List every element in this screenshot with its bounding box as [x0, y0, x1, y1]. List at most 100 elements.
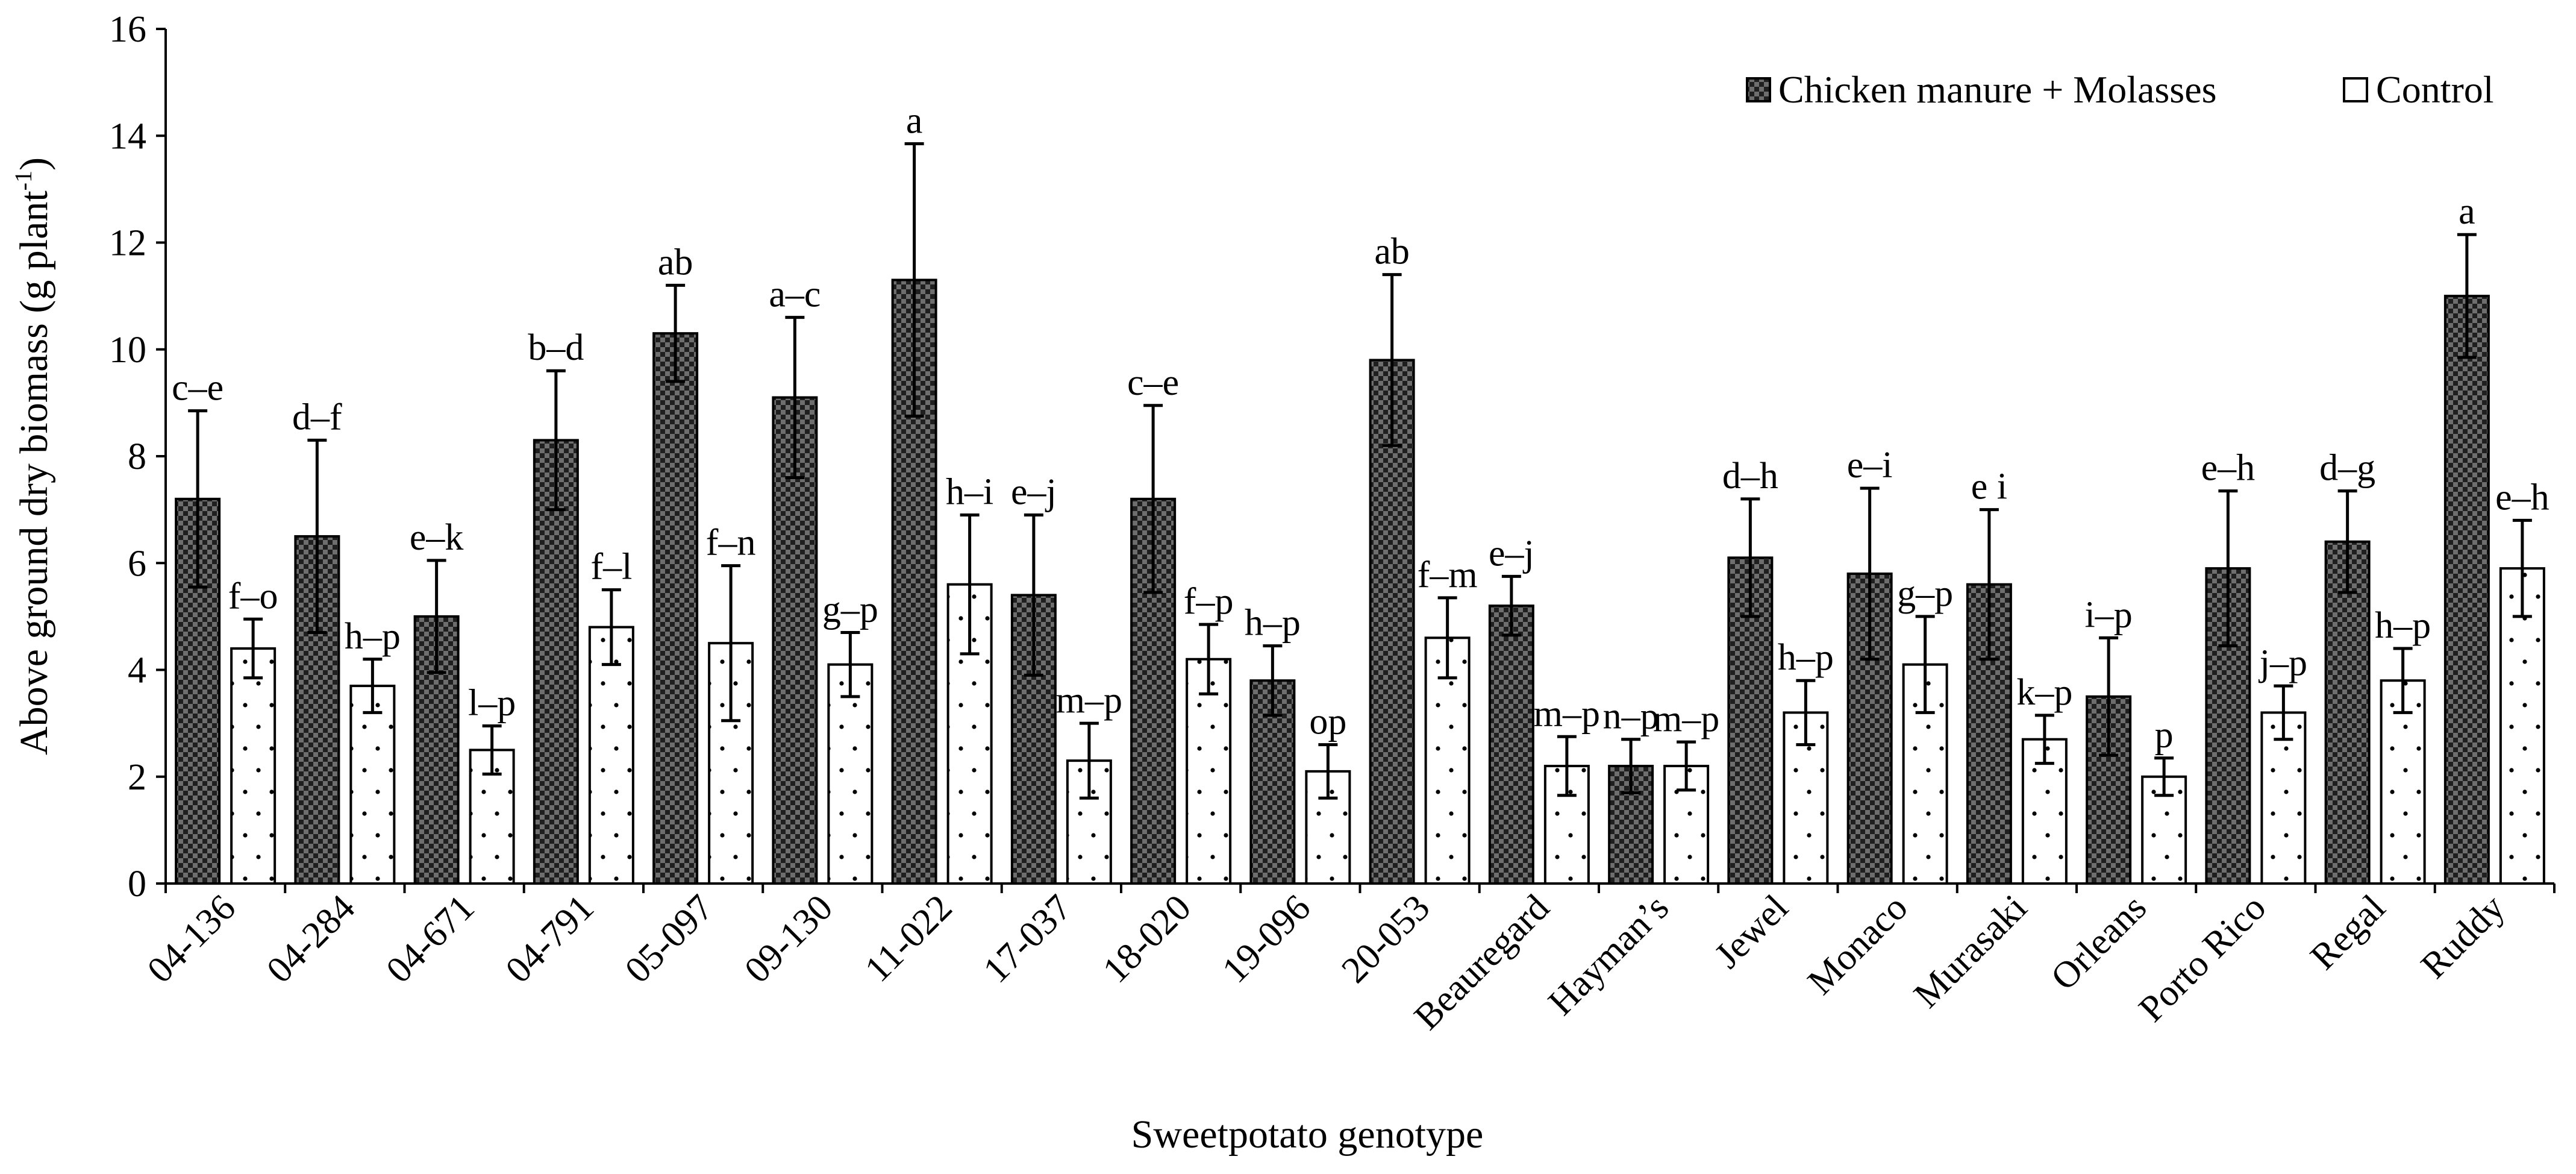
significance-label: d–f: [292, 397, 342, 438]
significance-label: d–g: [2319, 448, 2375, 489]
error-bar-treatment-10: [1382, 273, 1402, 447]
error-bar-control-3: [601, 588, 621, 667]
significance-label: f–n: [706, 523, 756, 563]
error-bar-control-19: [2512, 518, 2532, 618]
y-tick-label: 12: [109, 223, 146, 264]
y-tick-label: 14: [109, 116, 146, 157]
y-tick-label: 4: [128, 650, 146, 691]
error-bar-control-6: [960, 513, 980, 656]
x-category-label: Murasaki: [1906, 887, 2035, 1016]
error-bar-treatment-11: [1501, 574, 1521, 637]
legend-label-treatment: Chicken manure + Molasses: [1778, 68, 2217, 111]
significance-label: h–p: [1245, 603, 1301, 644]
error-bar-treatment-14: [1860, 486, 1880, 661]
error-bar-control-11: [1557, 735, 1577, 797]
significance-label: f–l: [590, 547, 632, 588]
error-bar-control-9: [1318, 743, 1338, 800]
significance-label: n–p: [1603, 696, 1659, 737]
significance-label: f–p: [1184, 581, 1234, 622]
error-bar-control-0: [243, 617, 263, 680]
error-bar-treatment-13: [1740, 497, 1760, 618]
x-category-label: Orleans: [2043, 887, 2154, 998]
bar-treatment-19: [2443, 295, 2490, 885]
significance-label: g–p: [1897, 573, 1953, 614]
x-category-label: Monaco: [1800, 887, 1916, 1003]
error-bar-control-15: [2034, 714, 2054, 765]
x-category-label: 05-097: [617, 887, 721, 991]
error-bar-control-2: [482, 724, 502, 776]
bar-control-0: [230, 647, 277, 885]
x-category-label: 11-022: [857, 887, 960, 990]
y-tick-label: 0: [128, 864, 146, 905]
significance-label: m–p: [1056, 680, 1122, 721]
significance-label: p: [2155, 715, 2174, 756]
error-bar-treatment-16: [2099, 636, 2119, 757]
significance-label: a: [2459, 191, 2475, 232]
significance-label: ab: [1374, 231, 1410, 272]
significance-label: h–p: [1778, 637, 1834, 678]
error-bar-treatment-12: [1621, 738, 1641, 794]
x-category-label: 04-284: [259, 887, 363, 991]
significance-label: e–j: [1011, 471, 1057, 512]
bar-control-5: [827, 663, 874, 885]
error-bar-treatment-9: [1263, 644, 1283, 717]
significance-label: e i: [1971, 466, 2007, 507]
significance-label: b–d: [528, 327, 584, 368]
x-category-label: 18-020: [1095, 887, 1199, 991]
bar-treatment-18: [2324, 540, 2371, 885]
y-axis-title: Above ground dry biomass (g plant-1): [10, 157, 56, 755]
error-bar-control-16: [2154, 756, 2174, 797]
error-bar-control-8: [1199, 623, 1219, 695]
error-bar-treatment-0: [188, 409, 208, 589]
error-bar-treatment-4: [666, 283, 686, 383]
significance-label: j–p: [2259, 642, 2307, 683]
bar-treatment-4: [652, 332, 699, 885]
error-bar-control-14: [1915, 615, 1935, 714]
y-tick-label: 6: [128, 543, 146, 584]
significance-label: m–p: [1534, 693, 1600, 734]
significance-label: a–c: [769, 274, 821, 315]
bar-control-15: [2021, 738, 2068, 885]
significance-label: e–h: [2201, 448, 2256, 489]
error-bar-control-1: [363, 658, 383, 714]
error-bar-control-13: [1796, 679, 1816, 747]
significance-label: h–i: [946, 471, 993, 512]
error-bar-control-12: [1677, 740, 1696, 792]
bar-control-19: [2499, 567, 2545, 885]
significance-label: op: [1309, 702, 1346, 742]
error-bar-treatment-2: [427, 559, 446, 674]
error-bar-treatment-3: [546, 369, 566, 512]
x-category-label: Porto Rico: [2131, 887, 2274, 1030]
error-bar-control-17: [2274, 684, 2293, 741]
significance-label: e–j: [1489, 533, 1534, 574]
x-category-label: 17-037: [975, 887, 1079, 991]
error-bar-control-7: [1079, 721, 1099, 800]
significance-label: f–m: [1418, 554, 1478, 595]
significance-label: e–k: [410, 517, 464, 558]
bar-control-13: [1783, 711, 1829, 885]
x-category-label: Regal: [2302, 887, 2393, 978]
error-bar-treatment-18: [2337, 489, 2357, 594]
legend: Chicken manure + Molasses Control: [1746, 68, 2494, 111]
significance-label: e–h: [2495, 477, 2549, 518]
error-bar-treatment-7: [1024, 513, 1043, 677]
significance-label: g–p: [822, 589, 878, 630]
significance-label: h–p: [345, 616, 401, 657]
error-bar-control-4: [721, 564, 741, 723]
x-category-label: 20-053: [1334, 887, 1437, 991]
error-bar-control-18: [2393, 647, 2413, 714]
error-bar-treatment-17: [2218, 489, 2238, 648]
bar-treatment-10: [1369, 359, 1415, 885]
x-category-label: 09-130: [737, 887, 840, 991]
significance-label: c–e: [1127, 362, 1179, 403]
significance-label: l–p: [468, 683, 516, 724]
y-tick-label: 2: [128, 757, 146, 798]
bar-treatment-11: [1488, 604, 1534, 885]
y-tick-label: 10: [109, 330, 146, 371]
x-category-label: Jewel: [1707, 887, 1796, 976]
significance-label: m–p: [1653, 698, 1719, 739]
x-category-label: Hayman’s: [1540, 887, 1677, 1023]
error-bar-control-5: [840, 630, 860, 698]
significance-label: h–p: [2375, 605, 2431, 646]
bar-control-1: [349, 685, 396, 885]
